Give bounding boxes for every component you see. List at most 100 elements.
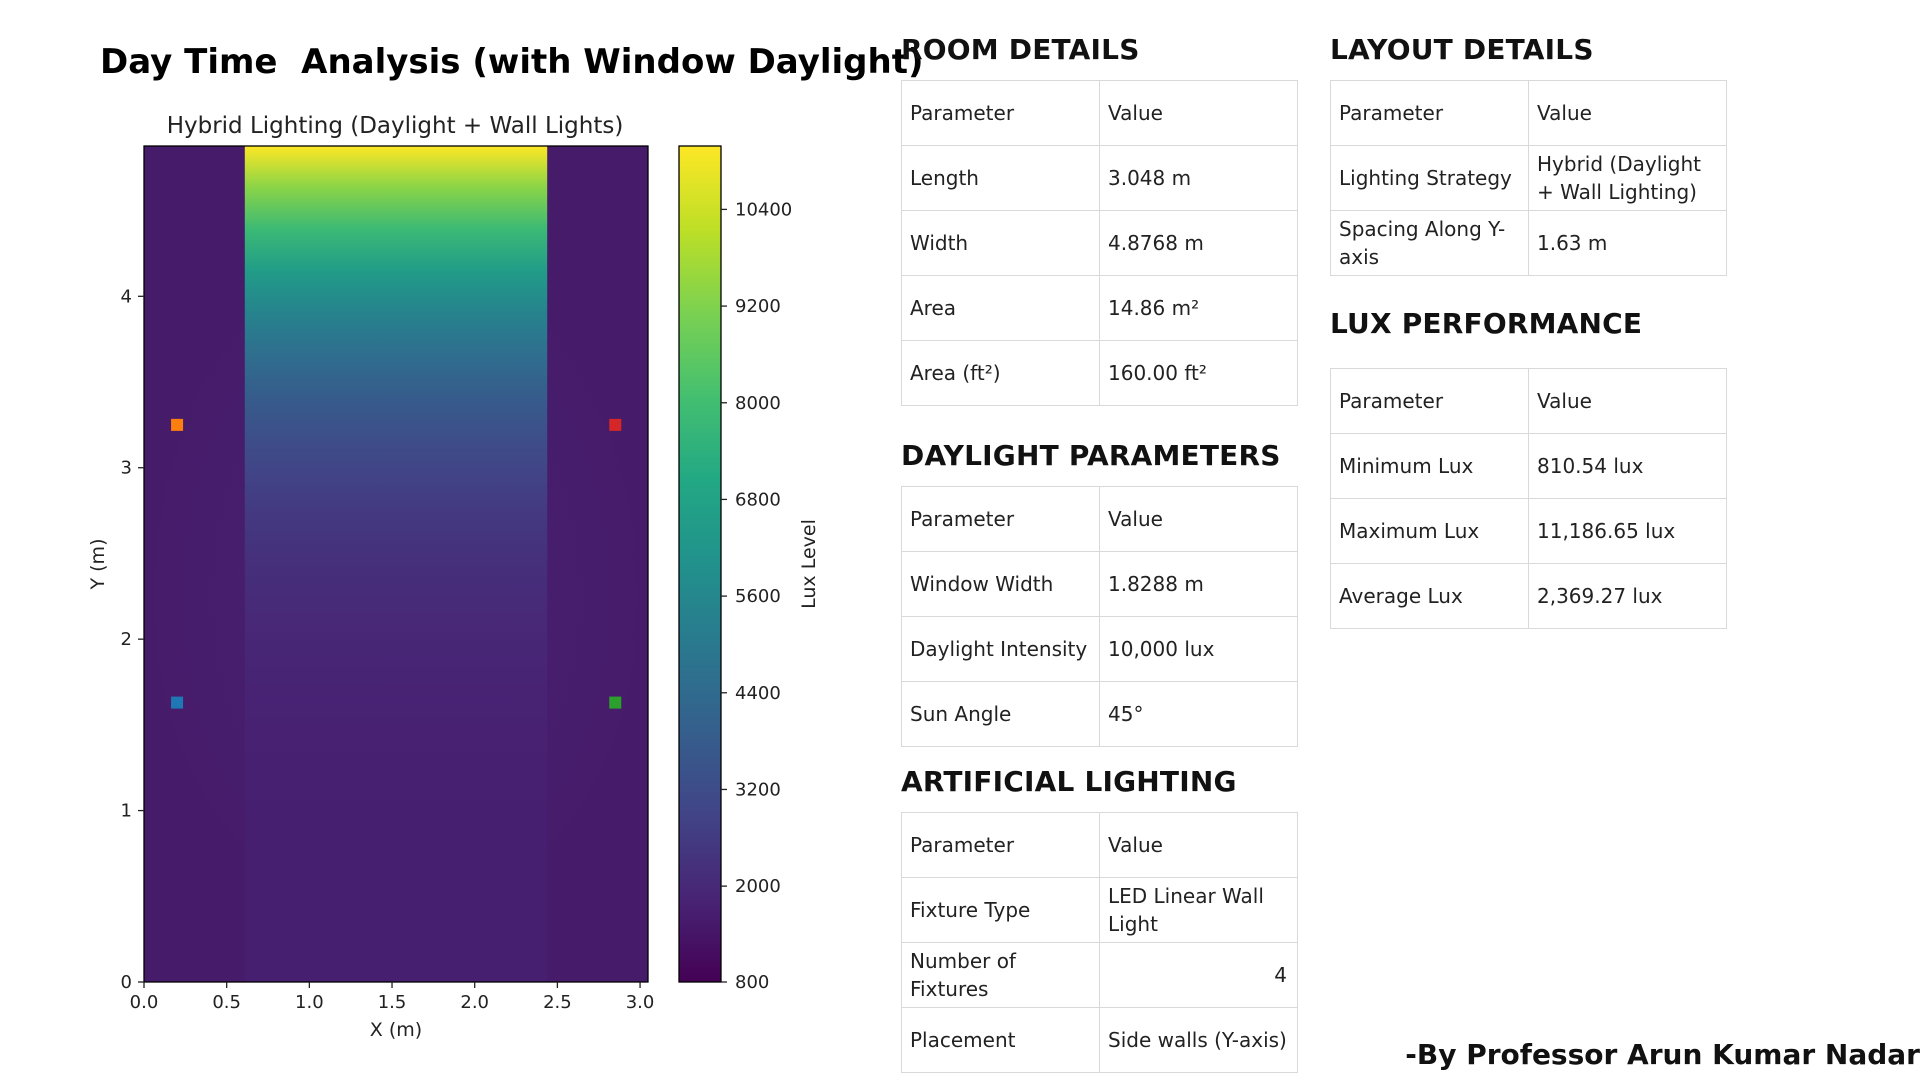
tick-label: 1.5	[378, 992, 407, 1013]
tick-label: 2	[121, 629, 132, 650]
table-row: Fixture Type LED Linear Wall Light	[901, 877, 1298, 943]
value-cell: 3.048 m	[1099, 145, 1298, 211]
parameter-cell: Spacing Along Y-axis	[1330, 210, 1529, 276]
x-axis-label: X (m)	[370, 1019, 422, 1041]
page-title: Day Time Analysis (with Window Daylight)	[100, 42, 924, 82]
table-row: Placement Side walls (Y-axis)	[901, 1007, 1298, 1073]
colorbar-label: Lux Level	[798, 519, 820, 609]
y-axis-label: Y (m)	[87, 539, 109, 591]
parameter-cell: Sun Angle	[901, 681, 1100, 747]
table-row: Minimum Lux 810.54 lux	[1330, 433, 1727, 499]
tick-label: 4	[121, 286, 132, 307]
parameter-header: Parameter	[901, 812, 1100, 878]
daylight-parameters-table: Parameter Value Window Width 1.8288 m Da…	[901, 486, 1298, 747]
room-details-heading: ROOM DETAILS	[901, 33, 1140, 66]
value-header: Value	[1099, 812, 1298, 878]
tick-label: 2.5	[543, 992, 572, 1013]
value-cell: Hybrid (Daylight + Wall Lighting)	[1528, 145, 1727, 211]
value-cell: 2,369.27 lux	[1528, 563, 1727, 629]
table-row: Area 14.86 m²	[901, 275, 1298, 341]
parameter-header: Parameter	[901, 80, 1100, 146]
parameter-cell: Lighting Strategy	[1330, 145, 1529, 211]
table-row: Spacing Along Y-axis 1.63 m	[1330, 210, 1727, 276]
parameter-cell: Maximum Lux	[1330, 498, 1529, 564]
window-daylight-band	[244, 146, 548, 982]
y-axis: 0 1 2 3 4	[121, 286, 144, 993]
layout-details-table: Parameter Value Lighting Strategy Hybrid…	[1330, 80, 1727, 276]
tick-label: 3.0	[626, 992, 655, 1013]
tick-label: 5600	[735, 586, 781, 607]
parameter-header: Parameter	[1330, 80, 1529, 146]
author-credit: -By Professor Arun Kumar Nadar	[1405, 1038, 1920, 1071]
light-fixture-marker	[171, 696, 184, 709]
value-cell: 4	[1099, 942, 1298, 1008]
value-header: Value	[1528, 368, 1727, 434]
value-cell: 14.86 m²	[1099, 275, 1298, 341]
table-header-row: Parameter Value	[901, 80, 1298, 146]
value-header: Value	[1528, 80, 1727, 146]
tick-label: 10400	[735, 199, 792, 220]
artificial-lighting-table: Parameter Value Fixture Type LED Linear …	[901, 812, 1298, 1073]
table-row: Length 3.048 m	[901, 145, 1298, 211]
value-cell: Side walls (Y-axis)	[1099, 1007, 1298, 1073]
parameter-cell: Daylight Intensity	[901, 616, 1100, 682]
parameter-header: Parameter	[901, 486, 1100, 552]
parameter-cell: Number of Fixtures	[901, 942, 1100, 1008]
parameter-cell: Fixture Type	[901, 877, 1100, 943]
table-header-row: Parameter Value	[1330, 80, 1727, 146]
colorbar-scale	[678, 145, 722, 983]
parameter-cell: Window Width	[901, 551, 1100, 617]
tick-label: 3	[121, 458, 132, 479]
value-cell: 160.00 ft²	[1099, 340, 1298, 406]
lux-performance-table: Parameter Value Minimum Lux 810.54 lux M…	[1330, 368, 1727, 629]
tick-label: 0.0	[130, 992, 159, 1013]
value-cell: 810.54 lux	[1528, 433, 1727, 499]
value-header: Value	[1099, 80, 1298, 146]
colorbar-ticks: 800 2000 3200 4400 5600 6800 8000 9200 10400	[721, 199, 792, 993]
table-row: Area (ft²) 160.00 ft²	[901, 340, 1298, 406]
layout-details-heading: LAYOUT DETAILS	[1330, 33, 1594, 66]
colorbar: 800 2000 3200 4400 5600 6800 8000 9200 10400 Lux…	[678, 145, 820, 993]
table-row: Average Lux 2,369.27 lux	[1330, 563, 1727, 629]
table-row: Sun Angle 45°	[901, 681, 1298, 747]
value-header: Value	[1099, 486, 1298, 552]
tick-label: 3200	[735, 779, 781, 800]
value-cell: 10,000 lux	[1099, 616, 1298, 682]
lux-performance-heading: LUX PERFORMANCE	[1330, 307, 1643, 340]
parameter-cell: Minimum Lux	[1330, 433, 1529, 499]
table-row: Number of Fixtures 4	[901, 942, 1298, 1008]
parameter-cell: Length	[901, 145, 1100, 211]
tick-label: 9200	[735, 296, 781, 317]
daylight-parameters-heading: DAYLIGHT PARAMETERS	[901, 439, 1281, 472]
value-cell: 45°	[1099, 681, 1298, 747]
tick-label: 0	[121, 972, 132, 993]
heatmap-plot-area	[143, 145, 649, 983]
light-fixture-marker	[609, 696, 622, 709]
tick-label: 800	[735, 972, 769, 993]
value-cell: LED Linear Wall Light	[1099, 877, 1298, 943]
value-cell: 1.8288 m	[1099, 551, 1298, 617]
tick-label: 8000	[735, 393, 781, 414]
room-details-table: Parameter Value Length 3.048 m Width 4.8…	[901, 80, 1298, 406]
parameter-cell: Placement	[901, 1007, 1100, 1073]
parameter-header: Parameter	[1330, 368, 1529, 434]
tick-label: 2000	[735, 876, 781, 897]
plot-frame	[143, 145, 649, 983]
light-fixture-marker	[171, 418, 184, 431]
value-cell: 1.63 m	[1528, 210, 1727, 276]
table-header-row: Parameter Value	[1330, 368, 1727, 434]
lux-heatmap-chart: Hybrid Lighting (Daylight + Wall Lights)…	[87, 113, 820, 1041]
table-header-row: Parameter Value	[901, 486, 1298, 552]
parameter-cell: Area	[901, 275, 1100, 341]
table-row: Window Width 1.8288 m	[901, 551, 1298, 617]
tick-label: 1	[121, 801, 132, 822]
chart-title: Hybrid Lighting (Daylight + Wall Lights)	[167, 113, 624, 139]
table-row: Maximum Lux 11,186.65 lux	[1330, 498, 1727, 564]
table-row: Lighting Strategy Hybrid (Daylight + Wal…	[1330, 145, 1727, 211]
tick-label: 1.0	[295, 992, 324, 1013]
parameter-cell: Average Lux	[1330, 563, 1529, 629]
light-fixture-marker	[609, 418, 622, 431]
table-row: Daylight Intensity 10,000 lux	[901, 616, 1298, 682]
tick-label: 2.0	[460, 992, 489, 1013]
parameter-cell: Area (ft²)	[901, 340, 1100, 406]
